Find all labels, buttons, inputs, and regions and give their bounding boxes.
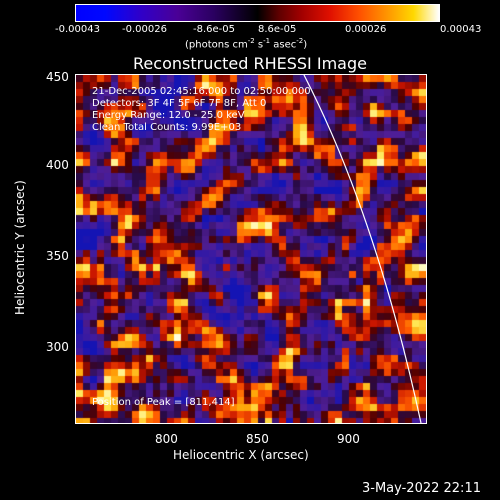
colorbar-units: (photons cm-2 s-1 asec-2) <box>185 37 308 51</box>
solar-image-map <box>76 75 426 423</box>
time-range-text: 21-Dec-2005 02:45:16.000 to 02:50:00.000 <box>92 86 311 97</box>
colorbar-tick: 0.00043 <box>440 24 482 35</box>
y-tick: 450 <box>46 70 69 84</box>
method-counts-text: Clean Total Counts: 9.99E+03 <box>92 122 242 133</box>
y-tick: 400 <box>46 158 69 172</box>
y-tick: 300 <box>46 340 69 354</box>
colorbar-tick: 0.00026 <box>345 24 387 35</box>
solar-limb <box>303 75 422 423</box>
peak-position-text: Position of Peak = [811,414] <box>92 397 235 408</box>
plot-title: Reconstructed RHESSI Image <box>133 54 367 73</box>
colorbar-tick: -0.00043 <box>55 24 100 35</box>
energy-range-text: Energy Range: 12.0 - 25.0 keV <box>92 110 245 121</box>
colorbar-tick: -0.00026 <box>122 24 167 35</box>
timestamp: 3-May-2022 22:11 <box>362 481 481 496</box>
x-axis-label: Heliocentric X (arcsec) <box>173 448 309 462</box>
colorbar-tick: -8.6e-05 <box>193 24 235 35</box>
colorbar <box>75 4 440 22</box>
x-tick: 850 <box>246 432 269 446</box>
colorbar-tick: 8.6e-05 <box>258 24 297 35</box>
x-tick: 900 <box>337 432 360 446</box>
y-tick: 350 <box>46 249 69 263</box>
image-plot <box>75 74 427 424</box>
y-axis-label: Heliocentric Y (arcsec) <box>13 180 27 315</box>
x-tick: 800 <box>155 432 178 446</box>
detectors-text: Detectors: 3F 4F 5F 6F 7F 8F, Att 0 <box>92 98 267 109</box>
